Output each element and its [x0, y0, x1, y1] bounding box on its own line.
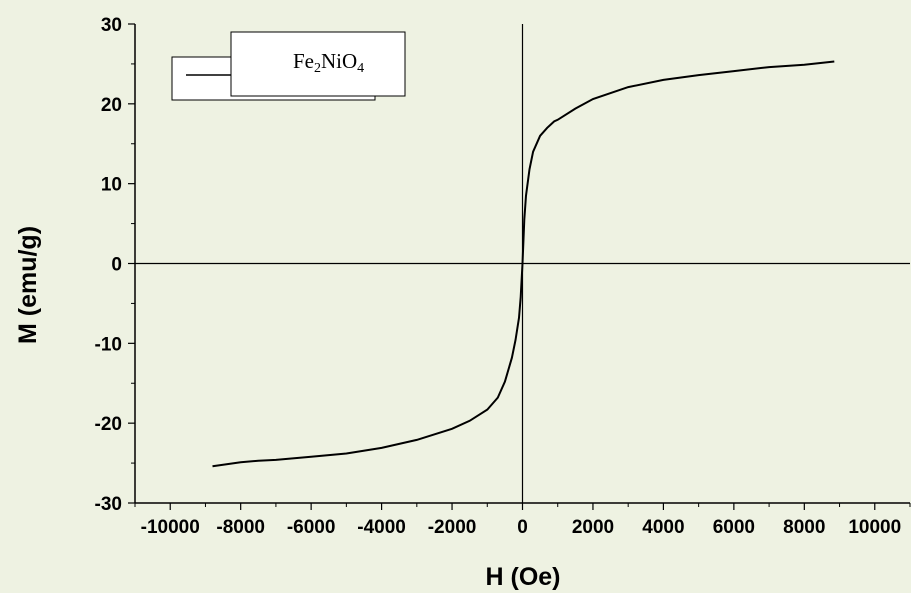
y-axis-title: M (emu/g): [14, 226, 42, 344]
x-tick-label: 2000: [572, 517, 614, 538]
legend: Fe2NiO4: [171, 31, 406, 101]
x-axis-ticks: -10000 -8000 -6000 -4000 -2000 0 2000 4000 6000 8…: [134, 503, 911, 538]
y-tick-label: 30: [101, 15, 122, 36]
legend-label-sub-2: 2: [314, 61, 321, 76]
y-tick-label: -30: [95, 494, 122, 515]
x-axis-title: H (Oe): [486, 563, 561, 591]
legend-label-sub-4: 4: [357, 61, 364, 76]
x-tick-label: -2000: [428, 517, 477, 538]
x-tick-label: -10000: [141, 517, 200, 538]
y-axis-ticks: -30 -20 -10 0 10 20 30: [95, 15, 135, 515]
x-tick-label: -8000: [216, 517, 265, 538]
legend-label-fe: Fe: [293, 49, 314, 73]
y-tick-label: -20: [95, 414, 122, 435]
y-tick-label: 20: [101, 95, 122, 116]
y-tick-label: 10: [101, 175, 122, 196]
x-tick-label: 0: [517, 517, 528, 538]
y-tick-label: 0: [111, 255, 122, 276]
y-tick-label: -10: [95, 334, 122, 355]
x-tick-label: 6000: [713, 517, 755, 538]
legend-label: Fe2NiO4: [293, 49, 364, 76]
x-tick-label: 4000: [642, 517, 684, 538]
legend-front-box: [230, 31, 406, 97]
series-line-fe2nio4: [212, 60, 835, 468]
x-tick-label: 8000: [783, 517, 825, 538]
x-tick-label: -6000: [287, 517, 336, 538]
x-tick-label: -4000: [357, 517, 406, 538]
legend-label-nio: NiO: [321, 49, 357, 73]
x-tick-label: 10000: [848, 517, 901, 538]
